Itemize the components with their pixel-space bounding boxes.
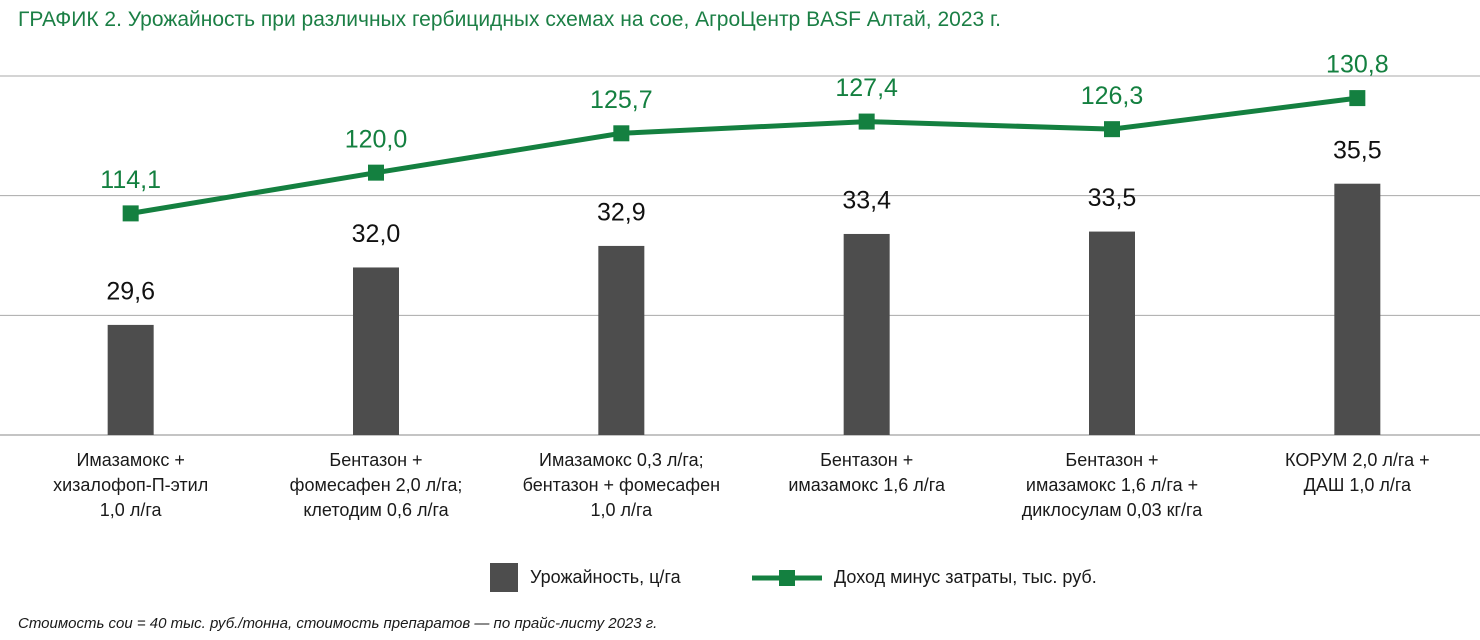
x-tick-label: КОРУМ 2,0 л/га + ДАШ 1,0 л/га <box>1285 450 1430 495</box>
bar <box>353 267 399 435</box>
data-label: 114,1 <box>100 166 161 194</box>
marker <box>122 205 139 222</box>
data-label: 32,0 <box>352 220 401 248</box>
marker <box>1104 121 1120 138</box>
x-tick-label: Имазамокс 0,3 л/га; бентазон + фомесафен… <box>522 450 721 520</box>
legend-label: Доход минус затраты, тыс. руб. <box>834 567 1097 587</box>
data-label: 127,4 <box>835 74 898 102</box>
line <box>130 95 1358 216</box>
bar <box>843 233 890 435</box>
bar <box>1089 231 1135 435</box>
x-tick-label: Бентазон + фомесафен 2,0 л/га; клетодим … <box>289 450 463 520</box>
data-label: 126,3 <box>1081 82 1144 110</box>
marker <box>368 164 384 181</box>
data-label: 125,7 <box>590 86 653 114</box>
data-label: 29,6 <box>106 278 155 306</box>
legend-swatch <box>490 563 518 592</box>
data-label: 35,5 <box>1333 136 1382 164</box>
chart-title: ГРАФИК 2. Урожайность при различных герб… <box>18 8 1001 31</box>
bar <box>598 245 645 435</box>
x-tick-label: Бентазон + имазамокс 1,6 л/га + диклосул… <box>1021 450 1203 520</box>
data-label: 32,9 <box>597 199 646 227</box>
marker <box>1349 90 1366 107</box>
legend-swatch <box>779 570 795 586</box>
data-label: 33,5 <box>1088 184 1137 212</box>
legend-label: Урожайность, ц/га <box>530 567 681 587</box>
bar <box>1334 183 1381 435</box>
marker <box>613 125 630 142</box>
bar <box>107 324 154 435</box>
data-label: 120,0 <box>345 125 408 153</box>
footnote: Стоимость сои = 40 тыс. руб./тонна, стои… <box>18 615 658 632</box>
x-tick-label: Имазамокс + хизалофоп-П-этил 1,0 л/га <box>53 450 209 520</box>
data-label: 33,4 <box>842 187 891 215</box>
x-tick-label: Бентазон + имазамокс 1,6 л/га <box>788 450 945 495</box>
marker <box>858 113 875 130</box>
data-label: 130,8 <box>1326 51 1389 79</box>
